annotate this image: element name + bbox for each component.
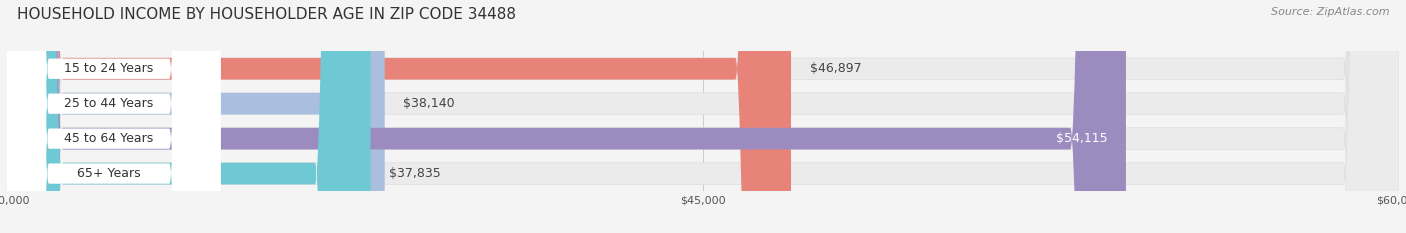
FancyBboxPatch shape	[0, 0, 221, 233]
FancyBboxPatch shape	[7, 0, 1399, 233]
FancyBboxPatch shape	[7, 0, 1399, 233]
FancyBboxPatch shape	[7, 0, 1399, 233]
Text: Source: ZipAtlas.com: Source: ZipAtlas.com	[1271, 7, 1389, 17]
FancyBboxPatch shape	[7, 0, 371, 233]
FancyBboxPatch shape	[0, 0, 221, 233]
Text: $46,897: $46,897	[810, 62, 862, 75]
Text: $54,115: $54,115	[1056, 132, 1108, 145]
Text: 65+ Years: 65+ Years	[77, 167, 141, 180]
FancyBboxPatch shape	[0, 0, 221, 233]
FancyBboxPatch shape	[7, 0, 385, 233]
Text: 25 to 44 Years: 25 to 44 Years	[65, 97, 153, 110]
Text: 45 to 64 Years: 45 to 64 Years	[65, 132, 153, 145]
Text: $37,835: $37,835	[389, 167, 441, 180]
FancyBboxPatch shape	[7, 0, 1126, 233]
Text: $38,140: $38,140	[404, 97, 456, 110]
FancyBboxPatch shape	[7, 0, 1399, 233]
Text: 15 to 24 Years: 15 to 24 Years	[65, 62, 153, 75]
FancyBboxPatch shape	[0, 0, 221, 233]
Text: HOUSEHOLD INCOME BY HOUSEHOLDER AGE IN ZIP CODE 34488: HOUSEHOLD INCOME BY HOUSEHOLDER AGE IN Z…	[17, 7, 516, 22]
FancyBboxPatch shape	[7, 0, 792, 233]
